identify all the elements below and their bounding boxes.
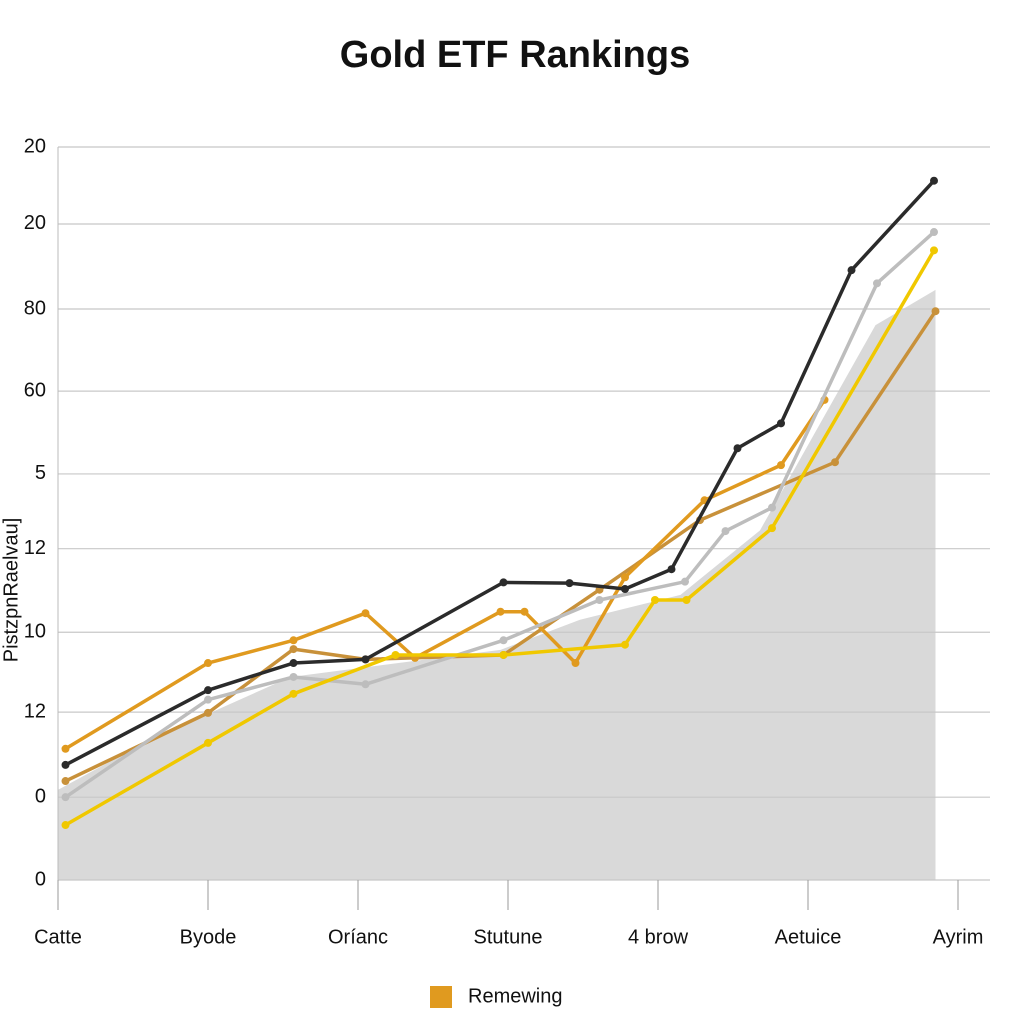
x-tick-label: 4 brow [628,926,689,948]
point [289,636,298,645]
point [61,744,70,753]
point [621,584,629,593]
y-tick-label: 12 [24,537,46,559]
point [204,695,212,704]
point [847,266,856,275]
chart-title: Gold ETF Rankings [340,34,690,76]
point [667,565,676,574]
point [289,672,298,681]
point [204,686,212,695]
line [64,398,826,751]
point [777,461,785,470]
y-tick-label: 0 [35,785,46,807]
point [361,680,370,689]
x-tick-label: Oríanc [328,926,388,948]
point [651,595,659,604]
point [499,578,508,587]
point [873,279,881,288]
point [496,607,505,616]
x-tick-label: Byode [180,926,237,948]
point [930,246,938,255]
point [930,228,938,237]
point [61,793,70,802]
legend-label: Remewing [468,985,562,1007]
y-tick-label: 10 [24,621,46,643]
legend-swatch [430,986,452,1008]
x-tick-label: Ayrim [933,926,984,948]
point [289,689,298,698]
point [204,708,212,717]
point [931,307,940,316]
point [621,573,629,582]
point [831,458,839,467]
point [391,650,400,659]
point [721,527,730,536]
point [289,645,298,654]
y-tick-label: 20 [24,135,46,157]
point [733,444,742,453]
line [64,249,936,827]
y-tick-label: 80 [24,297,46,319]
point [777,419,785,428]
y-axis-label: PistzpnRaelvau] [0,518,22,663]
y-tick-label: 20 [24,212,46,234]
point [204,659,212,668]
point [682,595,691,604]
point [204,738,212,747]
y-tick-label: 5 [35,462,46,484]
point [361,609,370,618]
x-tick-label: Catte [34,926,82,948]
point [571,659,580,668]
point [499,636,508,645]
point [520,607,529,616]
area [58,289,936,880]
y-tick-label: 0 [35,868,46,890]
y-tick-label: 12 [24,700,46,722]
point [621,640,629,649]
point [595,595,604,604]
point [768,524,776,533]
point [289,659,298,668]
point [681,577,689,586]
point [768,503,776,512]
y-tick-label: 60 [24,379,46,401]
point [61,760,70,769]
line [64,179,936,767]
x-tick-label: Aetuice [775,926,842,948]
point [61,777,70,786]
point [565,579,574,588]
point [930,176,938,185]
x-tick-label: Stutune [474,926,543,948]
point [499,650,508,659]
point [361,655,370,664]
point [61,821,70,830]
